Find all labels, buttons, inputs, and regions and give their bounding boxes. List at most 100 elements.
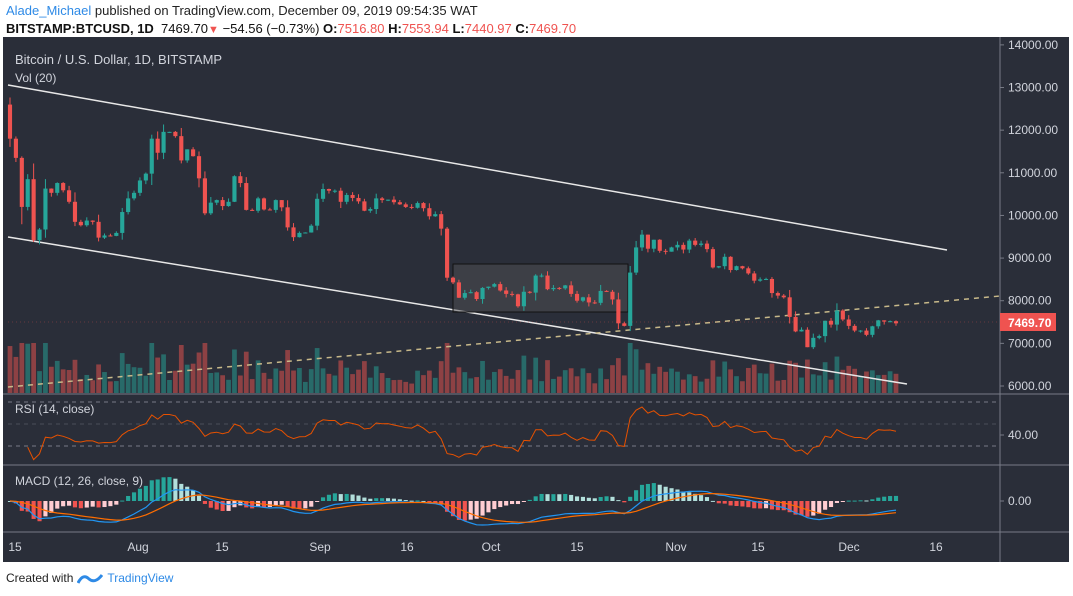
macd-histogram-bar (214, 501, 219, 510)
volume-bar (621, 375, 627, 393)
volume-bar (190, 363, 196, 393)
candle (126, 191, 131, 215)
macd-histogram-bar (675, 489, 680, 501)
candle (592, 300, 597, 305)
volume-bar (781, 379, 787, 393)
macd-histogram-bar (592, 498, 597, 501)
candle (344, 192, 349, 205)
candle (143, 172, 148, 185)
macd-histogram-bar (185, 486, 190, 501)
candle (350, 192, 355, 202)
macd-histogram-bar (72, 501, 78, 508)
volume-bar (54, 360, 60, 393)
volume-bar (716, 376, 722, 393)
volume-bar (562, 370, 568, 393)
last-price-marker: 7469.70 (8, 313, 1056, 331)
price-tick: 14000.00 (1008, 38, 1058, 52)
candle (445, 226, 450, 281)
macd-histogram-bar (734, 501, 739, 507)
volume-bar (102, 372, 107, 393)
volume-bar (633, 349, 639, 393)
low-label: L: (452, 21, 465, 36)
macd-histogram-bar (504, 501, 509, 506)
macd-histogram-bar (527, 499, 532, 501)
range-box[interactable] (452, 263, 629, 313)
volume-bar (580, 368, 586, 393)
candle (196, 151, 202, 188)
candle (527, 290, 532, 294)
macd-histogram-bar (858, 500, 863, 502)
volume-bar (237, 375, 243, 393)
candle (403, 202, 408, 208)
macd-histogram-bar (468, 501, 473, 520)
tradingview-link[interactable]: TradingView (107, 571, 174, 585)
macd-histogram-bar (108, 501, 113, 507)
volume-bar (332, 375, 338, 393)
candle (769, 277, 775, 298)
candle (876, 319, 881, 329)
macd-histogram-bar (315, 501, 320, 502)
candle (380, 196, 385, 203)
candle (551, 285, 556, 292)
volume-bar (78, 379, 84, 393)
candle (752, 271, 757, 284)
author-link[interactable]: Alade_Michael (6, 3, 92, 18)
candle (882, 320, 887, 325)
volume-bar (184, 364, 190, 393)
candle (669, 246, 674, 252)
volume-bar (421, 375, 426, 393)
macd-histogram-bar (840, 501, 845, 502)
macd-histogram-bar (114, 501, 119, 505)
candle (250, 208, 255, 211)
macd-histogram-bar (651, 483, 656, 501)
candle (598, 284, 603, 306)
candle (734, 265, 739, 271)
candle (787, 289, 792, 324)
macd-histogram-bar (870, 499, 875, 501)
candle (793, 311, 798, 333)
macd-histogram-bar (515, 501, 521, 505)
macd-histogram-bar (888, 496, 893, 501)
candle (634, 240, 639, 276)
time-tick: 16 (400, 540, 414, 554)
time-axis[interactable]: 15 Aug 15 Sep 16 Oct 15 Nov 15 Dec 16 (8, 540, 943, 554)
macd-histogram-bar (876, 497, 881, 501)
volume-bar (432, 377, 438, 393)
candle (368, 207, 373, 213)
volume-bar (651, 373, 657, 393)
candle (137, 177, 143, 196)
macd-histogram-bar (893, 495, 899, 501)
candle (504, 287, 509, 298)
macd-histogram-bar (167, 477, 172, 501)
time-tick: Aug (127, 540, 148, 554)
macd-histogram-bar (368, 498, 373, 501)
macd-histogram-bar (332, 493, 337, 501)
macd-histogram-bar (279, 501, 284, 505)
candle (179, 127, 184, 164)
macd-histogram-bar (267, 501, 272, 508)
macd-histogram-bar (37, 501, 42, 522)
volume-bar (261, 372, 267, 393)
volume-bar (763, 373, 769, 393)
candle (114, 231, 119, 237)
macd-histogram-bar (96, 501, 101, 508)
volume-bar (350, 374, 355, 393)
open-label: O: (323, 21, 338, 36)
candle (315, 193, 320, 231)
dashed-support-line[interactable] (7, 295, 1001, 388)
macd-histogram-bar (297, 501, 302, 509)
volume-bar (680, 379, 686, 393)
volume-bar (887, 371, 893, 393)
macd-histogram-bar (196, 495, 202, 501)
upper-channel-line[interactable] (7, 84, 948, 251)
macd-histogram-bar (634, 490, 639, 501)
candle (533, 274, 538, 301)
candle (704, 240, 710, 253)
macd-histogram-bar (208, 501, 213, 508)
time-tick: Oct (482, 540, 501, 554)
macd-histogram-bar (84, 501, 89, 508)
volume-bar (462, 372, 468, 393)
volume-bar (19, 343, 25, 393)
macd-histogram-bar (126, 495, 131, 501)
